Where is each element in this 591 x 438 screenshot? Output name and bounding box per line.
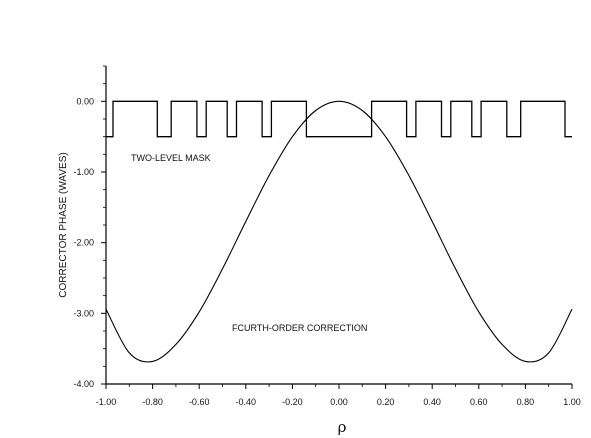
x-axis-label: ρ (338, 418, 347, 436)
x-tick-label: -0.20 (282, 397, 303, 407)
series-fourth-order-correction (105, 100, 573, 363)
y-tick-label: -3.00 (73, 308, 94, 318)
y-tick-label: -1.00 (73, 167, 94, 177)
y-axis-label: CORRECTOR PHASE (WAVES) (58, 152, 69, 297)
x-tick-label: 0.80 (517, 397, 535, 407)
x-tick-label: 1.00 (563, 397, 581, 407)
x-tick-label: -0.40 (236, 397, 257, 407)
x-tick-label: -1.00 (96, 397, 117, 407)
y-tick-label: -4.00 (73, 379, 94, 389)
x-tick-label: 0.20 (377, 397, 395, 407)
x-axis-ticks: -1.00 -0.80 -0.60 -0.40 -0.20 0.00 0.20 0.40 0.6… (96, 384, 581, 407)
annotation-two-level-mask: TWO-LEVEL MASK (131, 153, 211, 163)
y-axis-ticks: 0.00 -1.00 -2.00 -3.00 -4.00 (73, 65, 106, 389)
x-tick-label: 0.00 (330, 397, 348, 407)
x-tick-label: 0.60 (470, 397, 488, 407)
series-layer (105, 100, 573, 363)
x-tick-label: -0.60 (189, 397, 210, 407)
y-tick-label: -2.00 (73, 238, 94, 248)
series-two-level-mask (106, 100, 572, 138)
x-tick-label: -0.80 (142, 397, 163, 407)
x-tick-label: 0.40 (423, 397, 441, 407)
annotation-fourth-order-correction: FCURTH-ORDER CORRECTION (232, 323, 367, 333)
y-tick-label: 0.00 (76, 96, 94, 106)
